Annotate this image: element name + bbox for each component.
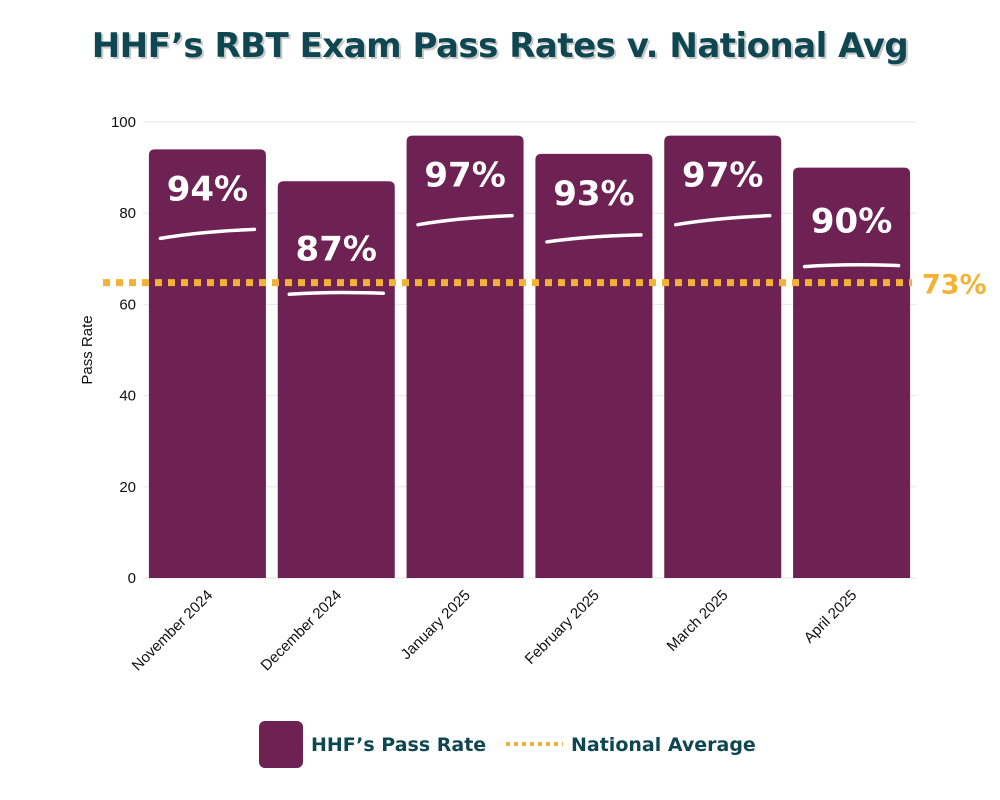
legend-label-national-average: National Average — [571, 734, 756, 756]
x-tick-label: March 2025 — [664, 587, 732, 655]
bars: 94% 87% 97% 93% 97% 90% — [148, 135, 911, 579]
y-tick-label: 0 — [128, 570, 136, 587]
national-average-line: 73% — [103, 270, 987, 301]
legend: HHF’s Pass Rate National Average — [259, 721, 756, 768]
bar-underline-stroke — [674, 213, 772, 227]
x-tick-label: January 2025 — [398, 587, 474, 663]
grid-lines — [143, 121, 916, 579]
y-axis-ticks: 0 20 40 60 80 100 — [111, 114, 136, 587]
bar — [664, 135, 782, 578]
chart-title: HHF’s RBT Exam Pass Rates v. National Av… — [91, 26, 909, 66]
bar — [535, 153, 653, 579]
y-axis-title: Pass Rate — [79, 315, 96, 384]
x-axis-ticks: November 2024 December 2024 January 2025 Fe… — [129, 587, 861, 674]
bar — [148, 149, 266, 579]
y-tick-label: 40 — [119, 388, 136, 405]
x-tick-label: November 2024 — [129, 587, 216, 674]
legend-label-pass-rate: HHF’s Pass Rate — [311, 734, 486, 756]
bar-data-label: 87% — [296, 229, 377, 269]
y-tick-label: 20 — [119, 479, 136, 496]
bar-underline-stroke — [158, 227, 257, 241]
bar-data-label: 94% — [167, 169, 248, 209]
x-tick-label: December 2024 — [258, 587, 345, 674]
x-tick-label: April 2025 — [801, 587, 861, 647]
bar-underline-stroke — [802, 263, 901, 269]
bar — [406, 135, 524, 578]
y-tick-label: 100 — [111, 114, 136, 131]
bar-data-label: 97% — [682, 156, 763, 196]
y-tick-label: 80 — [119, 205, 136, 222]
bar-data-label: 97% — [424, 156, 505, 196]
bar-underline-stroke — [545, 233, 643, 244]
reference-line-label: 73% — [922, 270, 987, 301]
x-tick-label: February 2025 — [522, 587, 603, 668]
y-tick-label: 60 — [119, 296, 136, 313]
bar-underline-stroke — [416, 213, 514, 227]
bar — [793, 167, 911, 578]
legend-swatch-bar — [259, 721, 303, 768]
bar-data-label: 93% — [553, 174, 634, 214]
bar-data-label: 90% — [811, 202, 892, 242]
bar-underline-stroke — [287, 290, 385, 297]
